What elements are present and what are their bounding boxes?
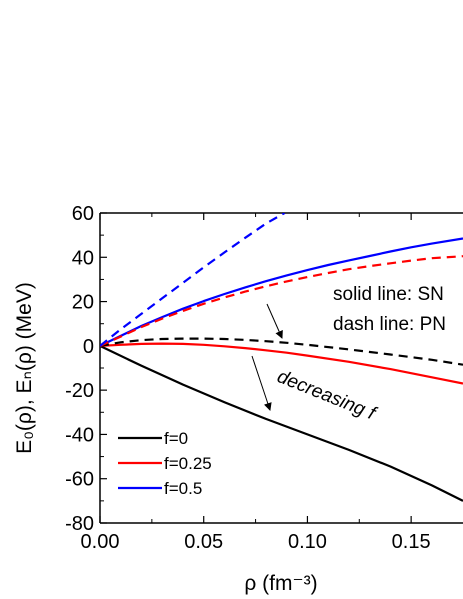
dashed-line-f05 [100,213,286,347]
series-layer [100,213,463,502]
dashed-line-f0 [100,337,463,366]
tick-labels: -80 -60 -40 -20 0 20 40 60 0.00 0.05 0.10 0.15 [65,203,431,553]
y-tick-label: 40 [72,247,94,269]
axes [99,212,463,524]
y-tick-label: 0 [83,336,94,358]
y-axis-title: E₀(ρ), Eₙ(ρ) (MeV) [13,282,36,454]
annotation-solid-line: solid line: SN [333,284,444,305]
arrow-upper [266,303,283,339]
legend-label: f=0.5 [164,479,202,498]
solid-line-f05 [100,237,463,347]
arrow-lower [251,355,272,411]
y-tick-label: -40 [65,424,94,446]
annotation-decreasing-f: decreasing f [274,366,379,425]
x-tick-label: 0.15 [392,531,431,553]
legend: f=0 f=0.25 f=0.5 [118,429,212,498]
solid-line-f025 [100,342,463,385]
legend-label: f=0.25 [164,454,212,473]
y-tick-label: -20 [65,380,94,402]
x-axis-title: ρ (fm⁻³) [244,572,317,595]
y-tick-label: -60 [65,469,94,491]
solid-line-f0 [100,344,463,502]
y-tick-label: 20 [72,292,94,314]
annotation-dash-line: dash line: PN [333,314,446,335]
y-tick-label: 60 [72,203,94,225]
y-tick-label: -80 [65,513,94,535]
x-tick-label: 0.00 [81,531,120,553]
dashed-line-f025 [100,255,463,347]
x-tick-label: 0.05 [184,531,223,553]
legend-label: f=0 [164,429,188,448]
x-tick-label: 0.10 [288,531,327,553]
